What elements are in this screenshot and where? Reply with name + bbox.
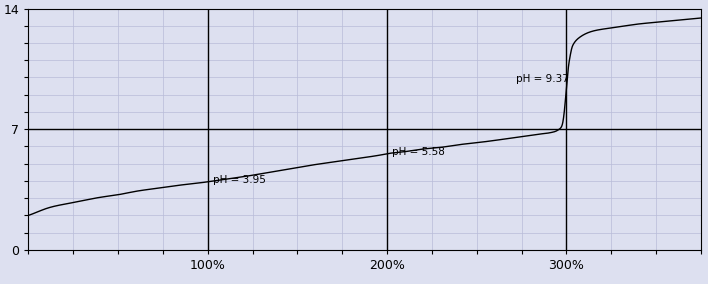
Text: pH = 3.95: pH = 3.95 xyxy=(213,175,266,185)
Text: pH = 9.37: pH = 9.37 xyxy=(516,74,569,84)
Text: pH = 5.58: pH = 5.58 xyxy=(392,147,445,157)
